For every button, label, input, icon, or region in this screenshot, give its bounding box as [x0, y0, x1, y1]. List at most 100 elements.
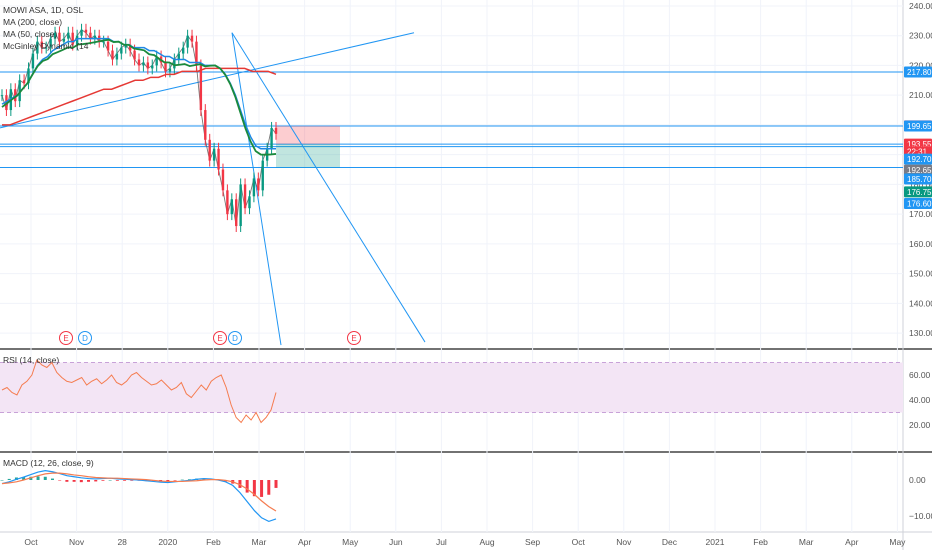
- time-tick-label: 2020: [158, 537, 177, 547]
- price-tick-label: 160.00: [909, 239, 932, 249]
- candle-body: [75, 35, 79, 45]
- candle-body: [22, 80, 26, 84]
- price-tick-label: 220.00: [909, 60, 932, 70]
- macd-tick-label: 0.00: [909, 475, 926, 485]
- candle-body: [274, 127, 278, 134]
- rsi-overbought-band: [0, 362, 903, 413]
- macd-histogram-bar: [187, 479, 191, 480]
- time-tick-label: Aug: [479, 537, 494, 547]
- candle-body: [89, 32, 92, 39]
- price-tag-label: 192.65: [907, 166, 932, 175]
- candle-body: [133, 50, 136, 60]
- candle-body: [14, 89, 17, 102]
- position-tool[interactable]: [276, 125, 340, 168]
- time-tick-label: Apr: [845, 537, 858, 547]
- macd-histogram-bar: [79, 480, 83, 483]
- candle-body: [142, 62, 145, 66]
- legend: MOWI ASA, 1D, OSL MA (200, close) MA (50…: [3, 5, 94, 468]
- time-tick-label: Apr: [298, 537, 311, 547]
- candle-body: [44, 47, 48, 49]
- candle-body: [31, 53, 35, 69]
- candle-body: [151, 65, 154, 69]
- price-tag-label: 176.75: [907, 188, 932, 197]
- event-marker: [213, 331, 227, 345]
- candle-body: [40, 41, 43, 48]
- mcginley-line: [1, 38, 277, 156]
- macd-histogram-bar: [43, 476, 47, 480]
- rsi-tick-label: 40.00: [909, 395, 931, 405]
- macd-histogram-bar: [260, 480, 264, 497]
- time-tick-label: May: [342, 537, 359, 547]
- macd-histogram-bar: [36, 476, 40, 480]
- rsi-series: [1, 359, 277, 424]
- event-marker-label: D: [82, 334, 88, 343]
- time-tick-label: 28: [117, 537, 127, 547]
- candle-body: [67, 32, 70, 39]
- macd-histogram-bar: [202, 478, 206, 480]
- macd-histogram-bar: [94, 480, 98, 482]
- time-tick-label: Oct: [572, 537, 586, 547]
- macd-histogram-bar: [173, 480, 177, 481]
- macd-histogram-bar: [180, 479, 184, 481]
- candle-body: [230, 199, 234, 215]
- candle-body: [208, 139, 211, 161]
- candle-body: [164, 62, 167, 72]
- time-tick-label: Jul: [436, 537, 447, 547]
- signal-line: [1, 472, 277, 512]
- price-tag: [904, 186, 932, 198]
- time-tick-label: Jun: [389, 537, 403, 547]
- trend-lines[interactable]: [0, 32, 426, 346]
- event-marker: [347, 331, 361, 345]
- macd-histogram-bar: [130, 480, 134, 481]
- candle-body: [217, 148, 220, 170]
- candle-body: [190, 35, 194, 42]
- candle-body: [62, 38, 66, 42]
- time-tick-label: May: [889, 537, 906, 547]
- macd-histogram-bar: [274, 480, 278, 488]
- price-tag-label: 176.60: [907, 199, 932, 208]
- event-marker: [59, 331, 73, 345]
- candle-body: [270, 127, 273, 149]
- price-tag: [904, 120, 932, 132]
- trend-line-steep: [231, 32, 282, 346]
- time-tick-label: 2021: [706, 537, 725, 547]
- candle-body: [115, 53, 119, 60]
- candle-body: [106, 41, 110, 51]
- price-tick-label: 150.00: [909, 269, 932, 279]
- time-tick-label: Nov: [616, 537, 632, 547]
- candle-body: [53, 32, 57, 39]
- price-tag: [904, 66, 932, 78]
- rsi-tick-label: 60.00: [909, 370, 931, 380]
- candle-body: [261, 160, 264, 191]
- event-marker-label: D: [232, 334, 238, 343]
- candle-body: [173, 59, 176, 69]
- candle-body: [84, 29, 88, 33]
- candle-body: [204, 110, 207, 140]
- price-tick-label: 170.00: [909, 209, 932, 219]
- macd-histogram-bar: [7, 478, 11, 480]
- price-tag: [904, 164, 932, 176]
- candle-body: [212, 148, 216, 161]
- event-marker: [78, 331, 92, 345]
- legend-ma50: MA (50, close): [3, 29, 57, 39]
- macd-histogram-bar: [50, 478, 54, 480]
- macd-tick-label: −10.00: [909, 511, 932, 521]
- ma200-line: [2, 67, 277, 126]
- price-tag-label: 192.70: [907, 155, 932, 164]
- price-tags: 217.80199.66199.65193.5522:31192.70192.6…: [904, 66, 932, 209]
- candle-body: [239, 184, 242, 227]
- macd-histogram-bar: [115, 480, 119, 481]
- time-tick-label: Mar: [252, 537, 267, 547]
- candle-body: [49, 38, 52, 48]
- macd-histogram-bar: [101, 480, 105, 481]
- macd-histogram-bar: [65, 480, 69, 482]
- stop-zone: [276, 125, 340, 145]
- candle-body: [124, 44, 127, 48]
- macd-histogram-bar: [238, 480, 242, 488]
- candle-body: [243, 184, 247, 209]
- event-marker-label: E: [217, 334, 222, 343]
- candle-body: [248, 196, 251, 209]
